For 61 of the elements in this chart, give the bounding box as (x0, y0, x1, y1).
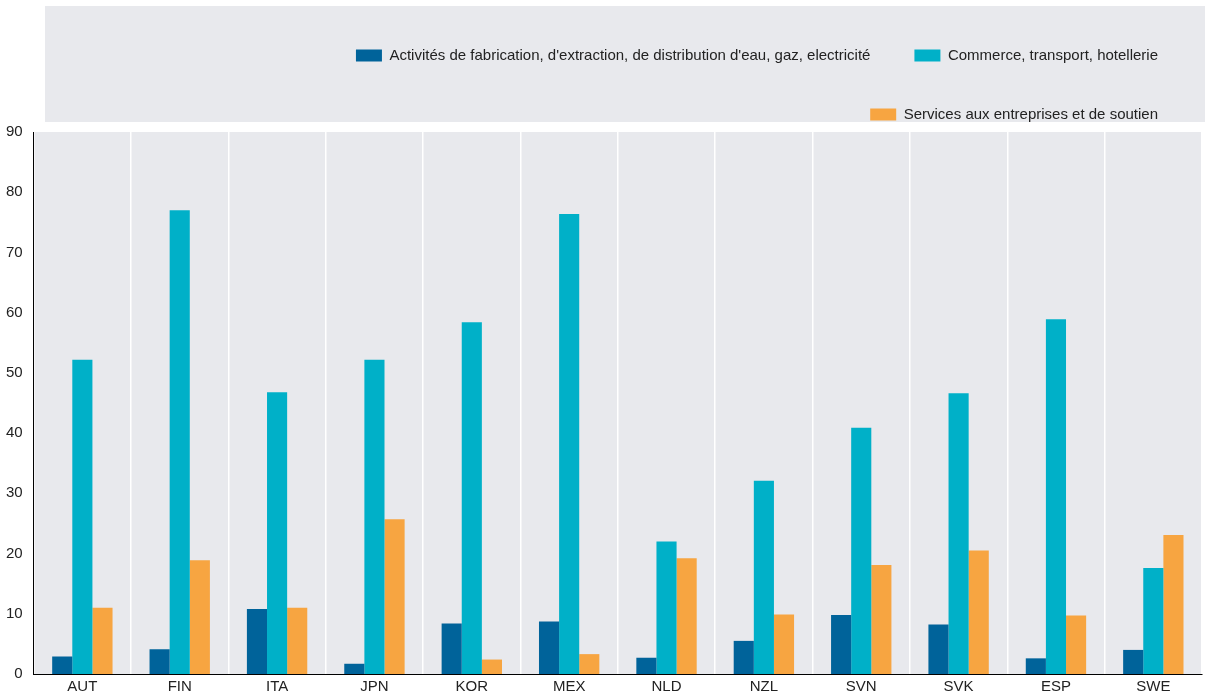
legend-label: Commerce, transport, hotellerie (947, 45, 1159, 63)
y-tick-label: 60 (6, 302, 23, 320)
bar (656, 541, 677, 674)
bar (364, 359, 385, 674)
x-tick-label: KOR (455, 677, 489, 695)
bar (1025, 658, 1046, 674)
bar (676, 558, 697, 674)
bar (92, 607, 113, 674)
bar (538, 621, 560, 674)
bar (1163, 534, 1184, 674)
y-tick-label: 0 (14, 664, 23, 682)
bar (928, 624, 949, 674)
x-tick-label: FIN (167, 677, 192, 695)
bar (441, 623, 462, 674)
bar (1143, 568, 1164, 674)
legend-label: Activités de fabrication, d'extraction, de distribution d'eau, gaz, electricité (389, 45, 871, 63)
x-tick-label: SVK (943, 677, 974, 695)
bar (1066, 615, 1087, 674)
x-tick-label: MEX (552, 677, 586, 695)
bar (968, 550, 989, 674)
bar (169, 210, 190, 674)
bar (579, 654, 600, 674)
bar (72, 359, 93, 674)
y-tick-label: 50 (6, 363, 23, 381)
bar (344, 663, 365, 674)
bar (287, 607, 308, 674)
x-tick-label: SVN (845, 677, 877, 695)
x-tick-label: NZL (749, 677, 779, 695)
bar (636, 657, 657, 674)
bar (831, 614, 852, 674)
bar (851, 427, 872, 674)
bar (733, 640, 754, 674)
x-tick-label: SWE (1136, 677, 1171, 695)
bar (149, 649, 170, 674)
y-tick-label: 90 (6, 122, 23, 140)
bar (461, 322, 482, 674)
bar (481, 659, 502, 674)
y-tick-label: 40 (6, 423, 23, 441)
bar (948, 393, 969, 674)
y-tick-label: 80 (6, 182, 23, 200)
bar (384, 519, 405, 674)
y-tick-label: 10 (6, 603, 23, 621)
bar (1045, 319, 1067, 674)
bar (773, 614, 795, 674)
x-tick-label: ESP (1040, 677, 1071, 695)
bar (52, 656, 73, 674)
bar (753, 480, 774, 674)
bar (246, 608, 268, 674)
y-tick-label: 30 (6, 483, 23, 501)
x-tick-label: JPN (360, 677, 389, 695)
x-tick-label: ITA (265, 677, 289, 695)
bar (559, 213, 580, 674)
y-tick-label: 70 (6, 242, 23, 260)
bar (189, 560, 210, 674)
y-tick-label: 20 (6, 543, 23, 561)
x-tick-label: NLD (651, 677, 682, 695)
x-tick-label: AUT (67, 677, 98, 695)
bar (267, 392, 288, 674)
legend-label: Services aux entreprises et de soutien (903, 104, 1159, 122)
bar (1123, 649, 1144, 674)
bar (871, 565, 892, 674)
